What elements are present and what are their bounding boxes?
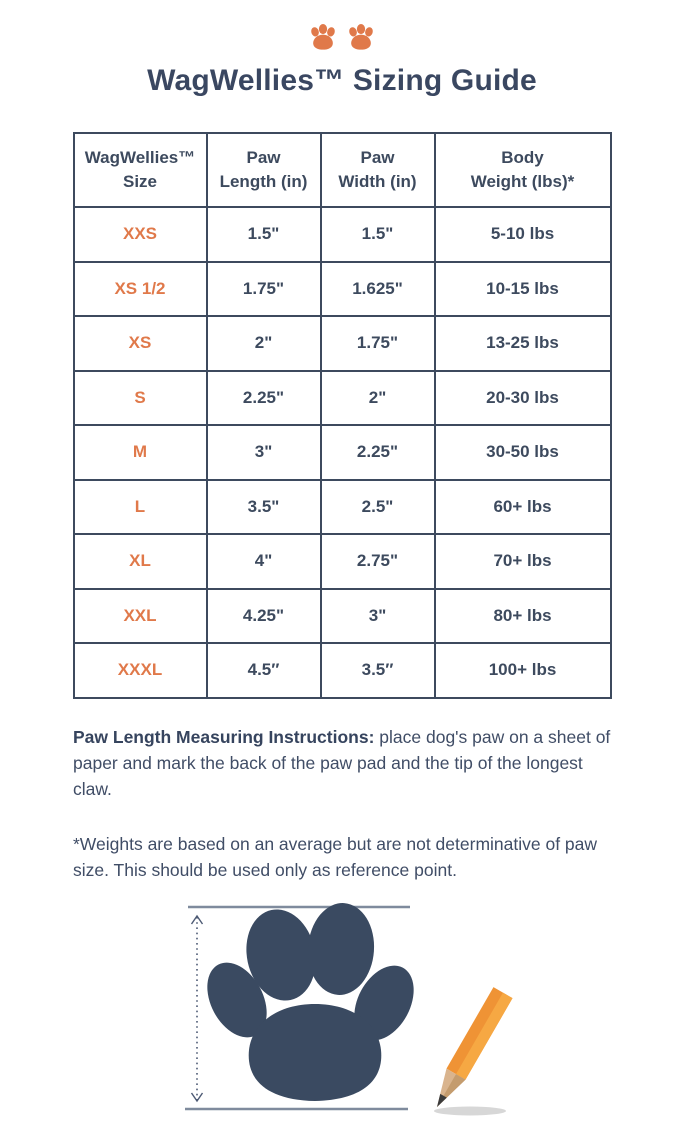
paw-print-icon [207, 902, 414, 1101]
size-value: XXL [72, 587, 208, 644]
size-value: XS [72, 315, 208, 372]
size-value: L [72, 478, 208, 535]
paw-length-value: 1.75" [205, 260, 322, 317]
col-header-paw-width: Paw Width (in) [319, 132, 436, 208]
measuring-instructions-note: Paw Length Measuring Instructions: place… [73, 724, 625, 802]
table-row: XS 2" 1.75" 13-25 lbs [72, 315, 612, 372]
body-weight-value: 10-15 lbs [433, 260, 612, 317]
paw-length-value: 2" [205, 315, 322, 372]
size-value: XS 1/2 [72, 260, 208, 317]
table-row: L 3.5" 2.5" 60+ lbs [72, 478, 612, 535]
size-value: XXXL [72, 642, 208, 699]
body-weight-value: 100+ lbs [433, 642, 612, 699]
pencil-shadow [434, 1106, 506, 1115]
paw-width-value: 3.5″ [319, 642, 436, 699]
paw-width-value: 1.625" [319, 260, 436, 317]
table-row: S 2.25" 2" 20-30 lbs [72, 369, 612, 426]
paw-width-value: 2" [319, 369, 436, 426]
paw-width-value: 3" [319, 587, 436, 644]
paw-length-value: 3.5" [205, 478, 322, 535]
table-row: M 3" 2.25" 30-50 lbs [72, 424, 612, 481]
paw-icon [311, 23, 335, 50]
body-weight-value: 5-10 lbs [433, 206, 612, 263]
size-value: XXS [72, 206, 208, 263]
size-value: M [72, 424, 208, 481]
page-title: WagWellies™ Sizing Guide [147, 64, 537, 97]
size-value: S [72, 369, 208, 426]
paw-width-value: 2.5" [319, 478, 436, 535]
body-weight-value: 20-30 lbs [433, 369, 612, 426]
paw-length-value: 1.5" [205, 206, 322, 263]
col-header-body-weight: Body Weight (lbs)* [433, 132, 612, 208]
paw-length-value: 4.5″ [205, 642, 322, 699]
table-row: XS 1/2 1.75" 1.625" 10-15 lbs [72, 260, 612, 317]
paw-icon [349, 23, 373, 50]
paw-width-value: 2.25" [319, 424, 436, 481]
table-row: XXXL 4.5″ 3.5″ 100+ lbs [72, 642, 612, 699]
sizing-table: WagWellies™ Size Paw Length (in) Paw Width … [72, 132, 612, 699]
paw-icons-row [0, 22, 684, 54]
paw-measurement-illustration [0, 897, 684, 1137]
body-weight-value: 70+ lbs [433, 533, 612, 590]
body-weight-value: 30-50 lbs [433, 424, 612, 481]
paw-width-value: 1.75" [319, 315, 436, 372]
table-row: XXS 1.5" 1.5" 5-10 lbs [72, 206, 612, 263]
page-header: WagWellies™ Sizing Guide [0, 0, 684, 98]
table-row: XL 4" 2.75" 70+ lbs [72, 533, 612, 590]
body-weight-value: 13-25 lbs [433, 315, 612, 372]
size-value: XL [72, 533, 208, 590]
measuring-instructions-text: place dog's paw on a sheet of paper and … [73, 726, 611, 799]
col-header-paw-length: Paw Length (in) [205, 132, 322, 208]
paw-length-value: 4" [205, 533, 322, 590]
body-weight-value: 60+ lbs [433, 478, 612, 535]
pencil-icon [437, 986, 513, 1107]
col-header-size: WagWellies™ Size [72, 132, 208, 208]
paw-length-value: 3" [205, 424, 322, 481]
paw-width-value: 1.5" [319, 206, 436, 263]
table-row: XXL 4.25" 3" 80+ lbs [72, 587, 612, 644]
paw-length-value: 2.25" [205, 369, 322, 426]
paw-length-value: 4.25" [205, 587, 322, 644]
paw-width-value: 2.75" [319, 533, 436, 590]
measuring-instructions-label: Paw Length Measuring Instructions: [73, 726, 375, 747]
table-header-row: WagWellies™ Size Paw Length (in) Paw Width … [72, 132, 612, 208]
measure-arrow-icon [190, 914, 204, 1102]
body-weight-value: 80+ lbs [433, 587, 612, 644]
weights-disclaimer-note: *Weights are based on an average but are… [73, 833, 598, 880]
